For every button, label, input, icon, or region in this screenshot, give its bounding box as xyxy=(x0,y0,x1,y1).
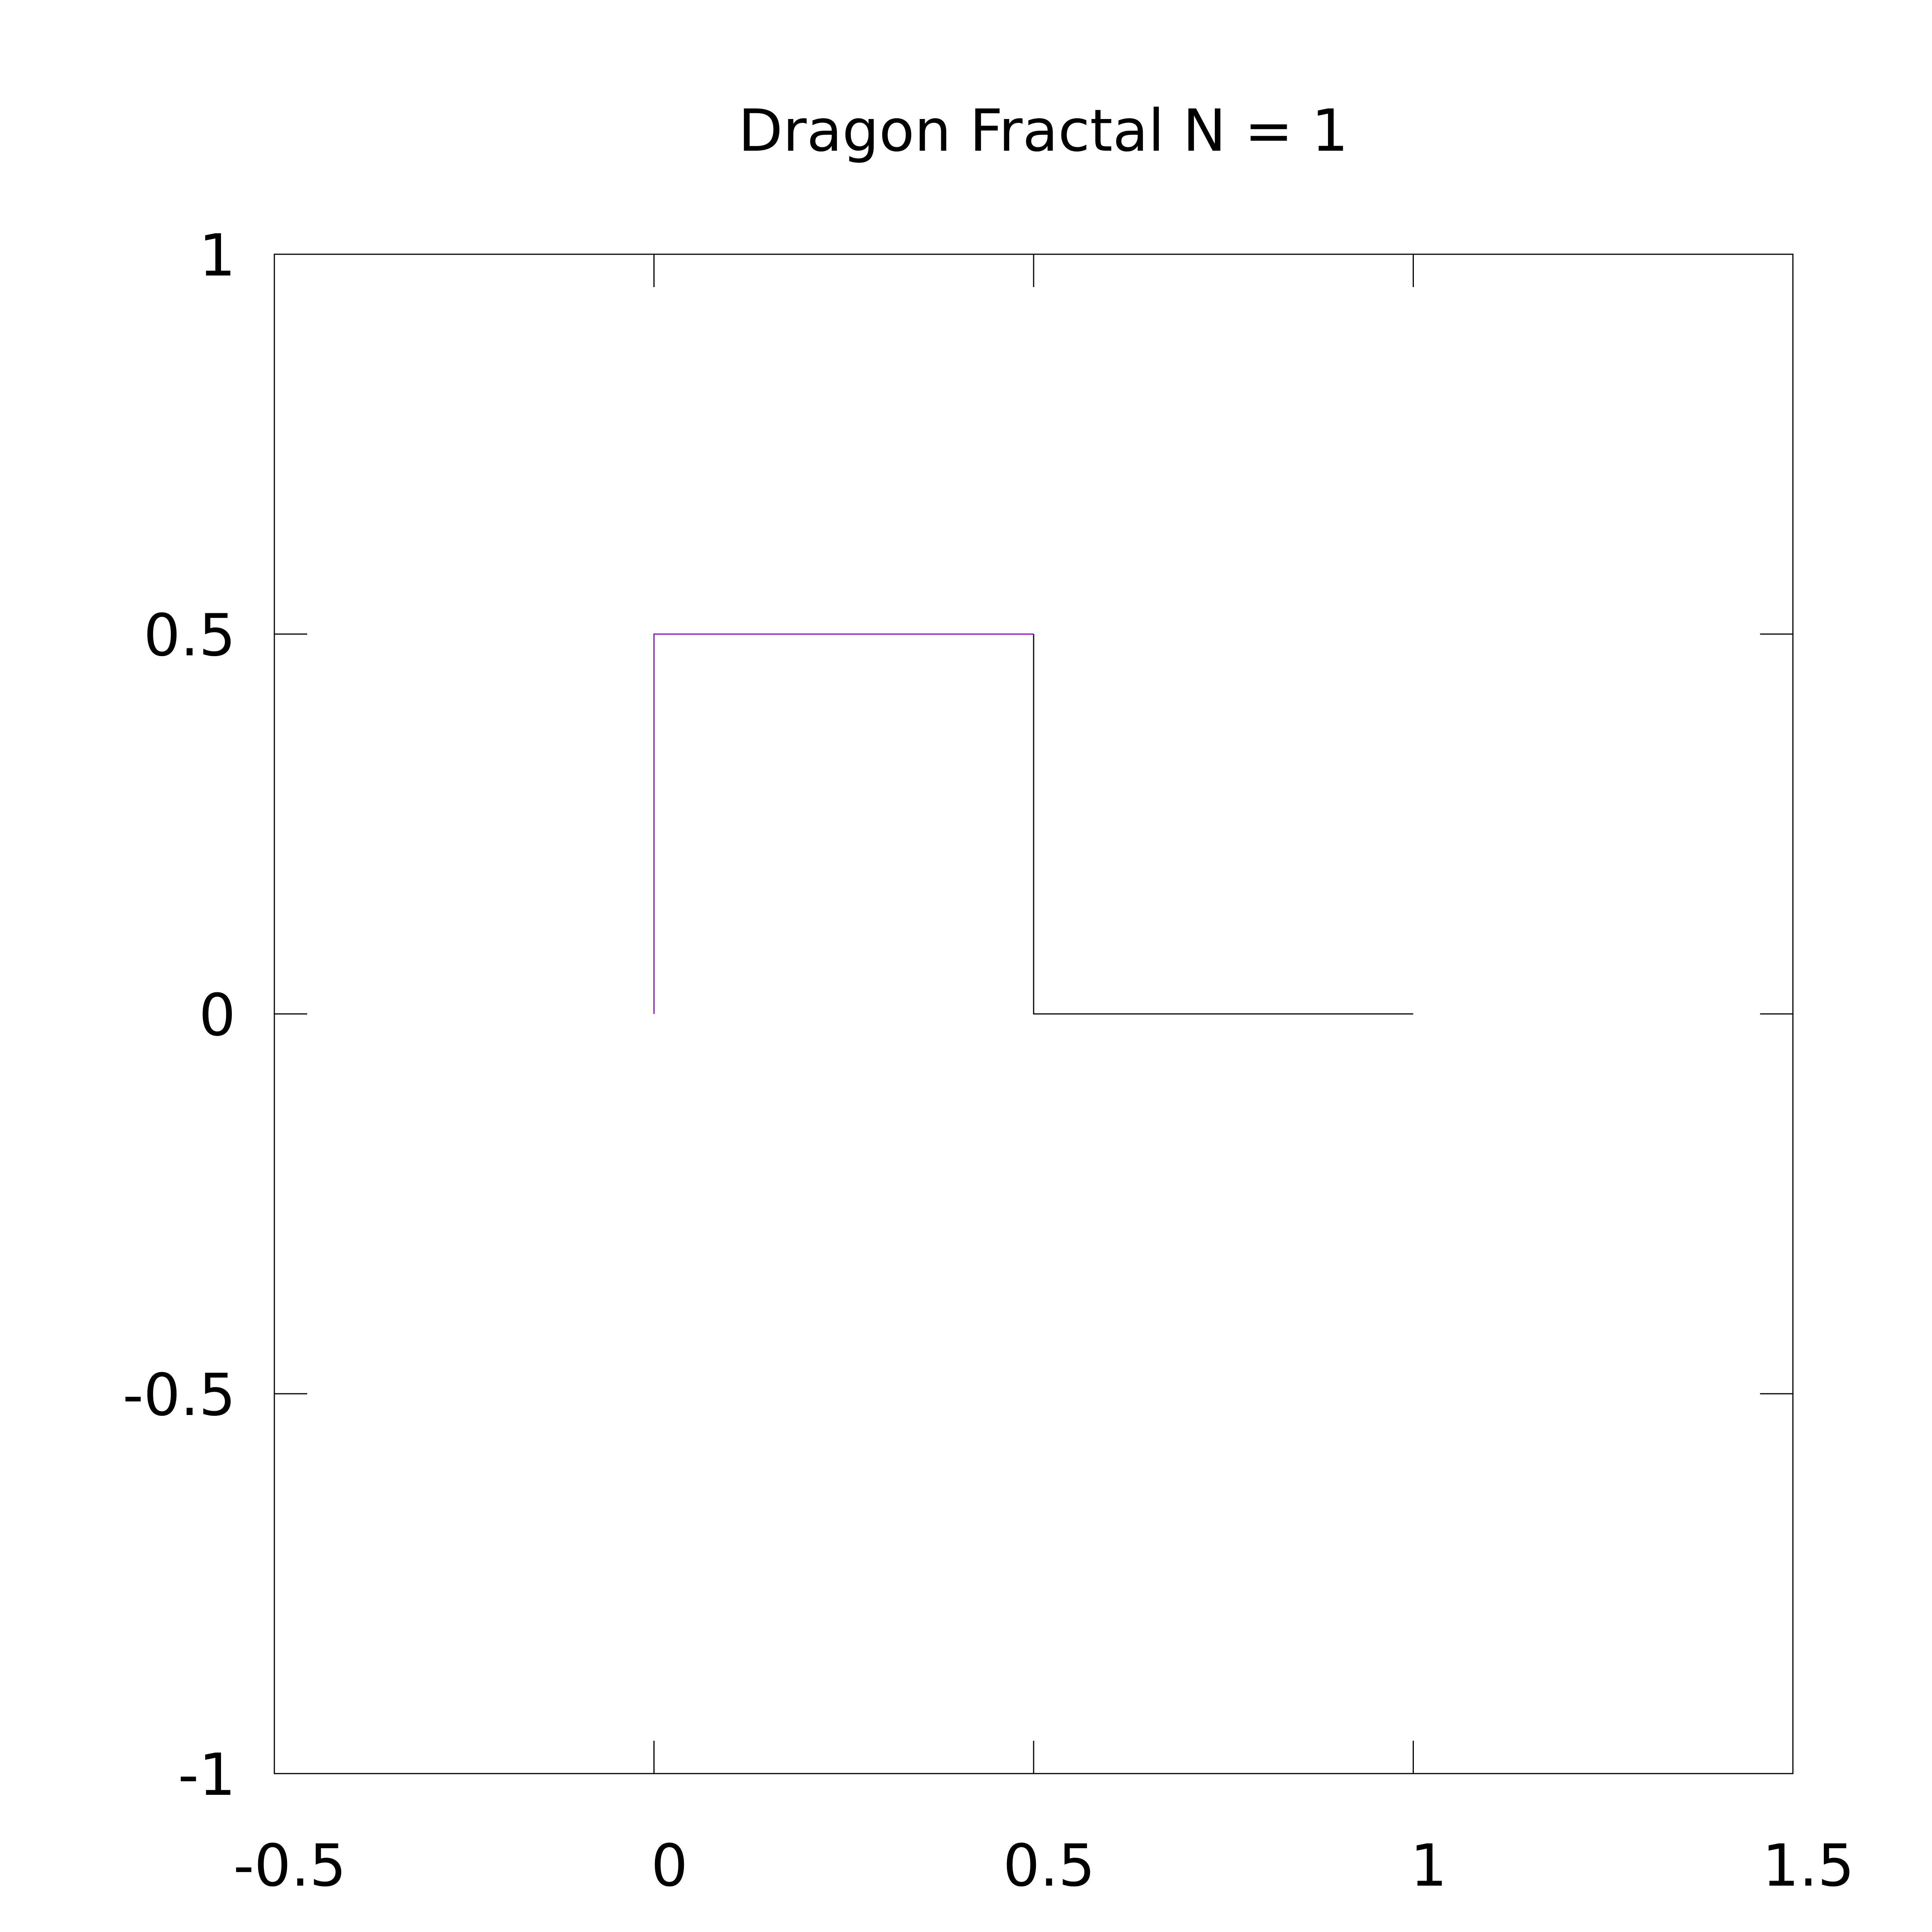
y-tick-label: 0 xyxy=(199,982,236,1049)
axes-layer: -0.5 0 0.5 1 1.5 -1 -0.5 0 0.5 1 xyxy=(122,222,1854,1900)
x-tick-label: 0 xyxy=(651,1832,688,1900)
x-tick-label: 0.5 xyxy=(1003,1832,1095,1900)
series-line-2 xyxy=(1033,634,1413,1015)
y-tick-label: -0.5 xyxy=(122,1362,236,1429)
x-tick-label: -0.5 xyxy=(233,1832,347,1900)
y-tick-label: -1 xyxy=(178,1742,236,1809)
y-tick-label: 0.5 xyxy=(143,602,236,669)
series-line-1 xyxy=(653,633,1034,1014)
series-layer xyxy=(653,633,1413,1015)
chart-title: Dragon Fractal N = 1 xyxy=(738,97,1348,165)
x-tick-label: 1 xyxy=(1410,1832,1447,1900)
x-tick-label: 1.5 xyxy=(1762,1832,1855,1900)
y-tick-label: 1 xyxy=(199,222,236,289)
